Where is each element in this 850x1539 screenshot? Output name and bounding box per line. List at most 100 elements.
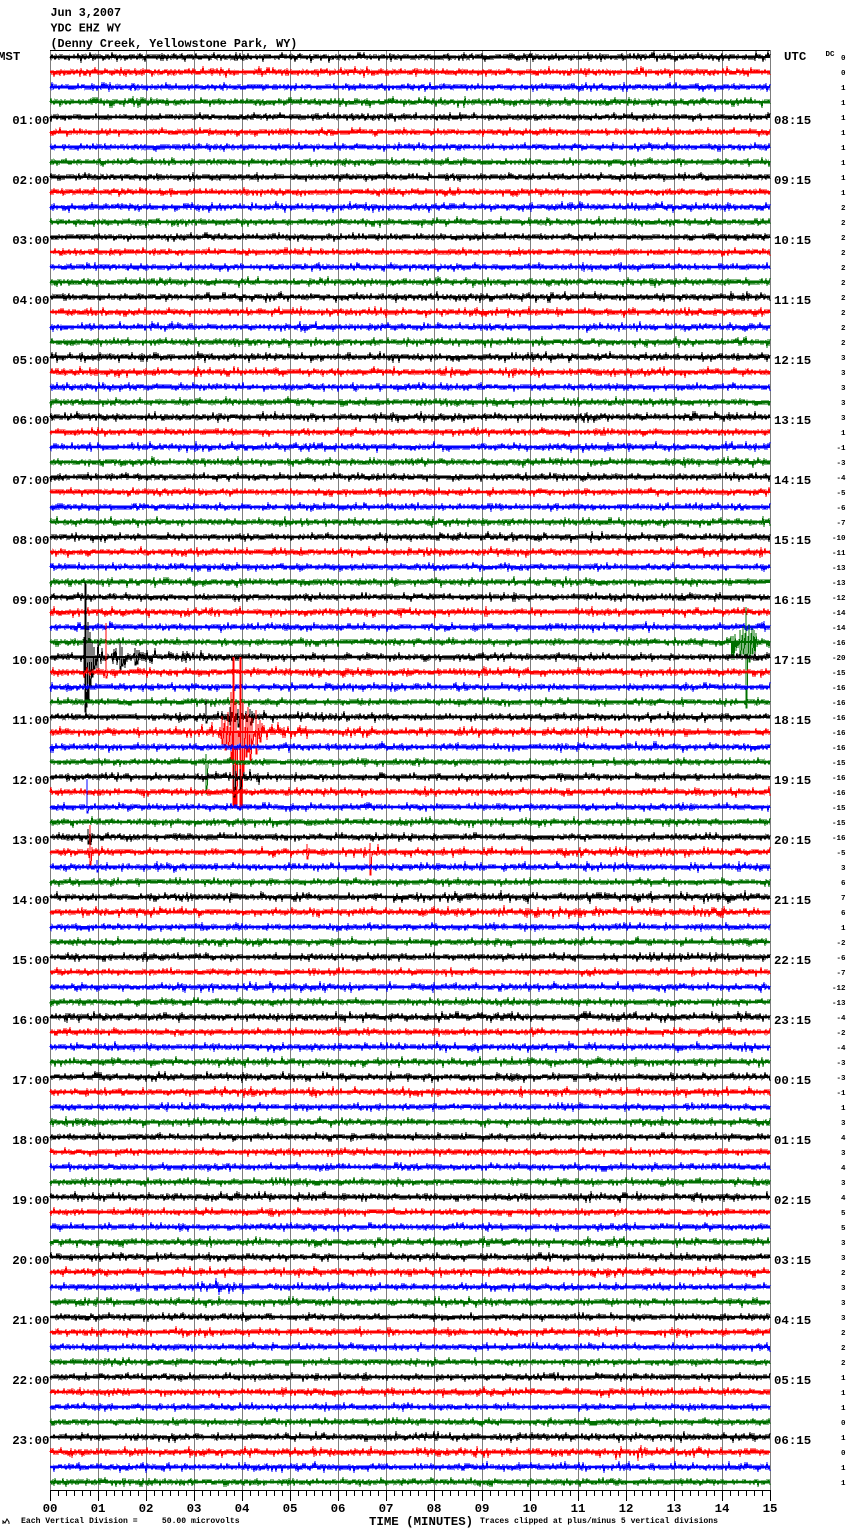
svg-text:0: 0 — [841, 1450, 846, 1458]
svg-text:18:15: 18:15 — [774, 714, 811, 728]
svg-text:-15: -15 — [832, 820, 846, 828]
svg-text:3: 3 — [841, 1240, 846, 1248]
svg-text:21:15: 21:15 — [774, 894, 811, 908]
svg-text:TIME (MINUTES): TIME (MINUTES) — [369, 1515, 473, 1529]
svg-text:6: 6 — [841, 880, 846, 888]
svg-text:-15: -15 — [832, 805, 846, 813]
svg-text:11: 11 — [571, 1502, 586, 1516]
svg-text:20:00: 20:00 — [12, 1254, 49, 1268]
svg-text:-5: -5 — [836, 850, 846, 858]
svg-text:6: 6 — [841, 910, 846, 918]
svg-text:-3: -3 — [836, 1060, 846, 1068]
svg-text:Each Vertical Division = 5: Each Vertical Division = 50.00 microvolt… — [21, 1517, 240, 1526]
svg-text:5: 5 — [841, 1210, 846, 1218]
svg-text:YDC EHZ WY: YDC EHZ WY — [51, 22, 122, 36]
svg-text:06:15: 06:15 — [774, 1434, 811, 1448]
svg-text:05: 05 — [283, 1502, 298, 1516]
svg-text:08:15: 08:15 — [774, 114, 811, 128]
svg-text:14:15: 14:15 — [774, 474, 811, 488]
svg-text:12:15: 12:15 — [774, 354, 811, 368]
svg-text:2: 2 — [841, 340, 846, 348]
svg-text:-2: -2 — [836, 1030, 846, 1038]
svg-text:1: 1 — [841, 115, 846, 123]
svg-text:02:15: 02:15 — [774, 1194, 811, 1208]
svg-text:14:00: 14:00 — [12, 894, 49, 908]
svg-text:-13: -13 — [832, 1000, 846, 1008]
svg-text:4: 4 — [841, 1165, 846, 1173]
svg-text:(Denny Creek, Yellowstone Park: (Denny Creek, Yellowstone Park, WY) — [51, 37, 298, 51]
svg-text:1: 1 — [841, 1465, 846, 1473]
svg-text:-14: -14 — [832, 610, 846, 618]
svg-text:-3: -3 — [836, 1075, 846, 1083]
svg-text:17:00: 17:00 — [12, 1074, 49, 1088]
svg-text:-6: -6 — [836, 955, 846, 963]
svg-text:2: 2 — [841, 280, 846, 288]
svg-text:10:00: 10:00 — [12, 654, 49, 668]
svg-text:2: 2 — [841, 295, 846, 303]
svg-text:-1: -1 — [836, 1090, 846, 1098]
svg-text:-16: -16 — [832, 700, 846, 708]
svg-text:UTC: UTC — [784, 50, 807, 64]
svg-text:01:00: 01:00 — [12, 114, 49, 128]
svg-text:DC: DC — [826, 51, 836, 59]
svg-text:3: 3 — [841, 1285, 846, 1293]
svg-text:2: 2 — [841, 250, 846, 258]
svg-text:-12: -12 — [832, 985, 846, 993]
svg-text:04: 04 — [235, 1502, 250, 1516]
svg-text:2: 2 — [841, 1270, 846, 1278]
svg-text:19:00: 19:00 — [12, 1194, 49, 1208]
svg-text:Traces clipped at plus/minus 5: Traces clipped at plus/minus 5 vertical … — [480, 1517, 718, 1526]
svg-text:16:00: 16:00 — [12, 1014, 49, 1028]
svg-text:-5: -5 — [836, 490, 846, 498]
svg-text:3: 3 — [841, 1180, 846, 1188]
svg-text:7: 7 — [841, 895, 846, 903]
svg-text:1: 1 — [841, 1390, 846, 1398]
svg-text:-13: -13 — [832, 565, 846, 573]
svg-text:07:00: 07:00 — [12, 474, 49, 488]
svg-text:-15: -15 — [832, 760, 846, 768]
svg-text:08: 08 — [427, 1502, 442, 1516]
svg-text:09:00: 09:00 — [12, 594, 49, 608]
svg-text:22:00: 22:00 — [12, 1374, 49, 1388]
svg-text:1: 1 — [841, 1105, 846, 1113]
svg-text:-6: -6 — [836, 505, 846, 513]
svg-text:1: 1 — [841, 1480, 846, 1488]
svg-text:-3: -3 — [836, 460, 846, 468]
svg-text:09:15: 09:15 — [774, 174, 811, 188]
svg-text:1: 1 — [841, 190, 846, 198]
svg-text:3: 3 — [841, 1315, 846, 1323]
svg-text:1: 1 — [841, 175, 846, 183]
svg-text:-16: -16 — [832, 715, 846, 723]
svg-text:-11: -11 — [832, 550, 846, 558]
svg-text:12: 12 — [619, 1502, 634, 1516]
svg-text:3: 3 — [841, 355, 846, 363]
svg-text:2: 2 — [841, 265, 846, 273]
svg-text:13:15: 13:15 — [774, 414, 811, 428]
svg-text:1: 1 — [841, 1435, 846, 1443]
svg-text:-14: -14 — [832, 625, 846, 633]
svg-text:01: 01 — [91, 1502, 106, 1516]
svg-text:04:15: 04:15 — [774, 1314, 811, 1328]
svg-text:18:00: 18:00 — [12, 1134, 49, 1148]
svg-text:15: 15 — [763, 1502, 778, 1516]
svg-text:21:00: 21:00 — [12, 1314, 49, 1328]
svg-text:11:00: 11:00 — [12, 714, 49, 728]
svg-text:4: 4 — [841, 1135, 846, 1143]
svg-text:3: 3 — [841, 385, 846, 393]
svg-text:13: 13 — [667, 1502, 682, 1516]
svg-text:10:15: 10:15 — [774, 234, 811, 248]
svg-text:2: 2 — [841, 1360, 846, 1368]
svg-text:09: 09 — [475, 1502, 490, 1516]
svg-text:-16: -16 — [832, 835, 846, 843]
svg-text:14: 14 — [715, 1502, 730, 1516]
svg-text:0: 0 — [841, 1420, 846, 1428]
svg-text:-2: -2 — [836, 940, 846, 948]
svg-text:1: 1 — [841, 925, 846, 933]
svg-text:19:15: 19:15 — [774, 774, 811, 788]
svg-text:1: 1 — [841, 160, 846, 168]
svg-text:-20: -20 — [832, 655, 846, 663]
svg-text:2: 2 — [841, 205, 846, 213]
svg-text:05:15: 05:15 — [774, 1374, 811, 1388]
svg-text:-16: -16 — [832, 790, 846, 798]
svg-text:06:00: 06:00 — [12, 414, 49, 428]
